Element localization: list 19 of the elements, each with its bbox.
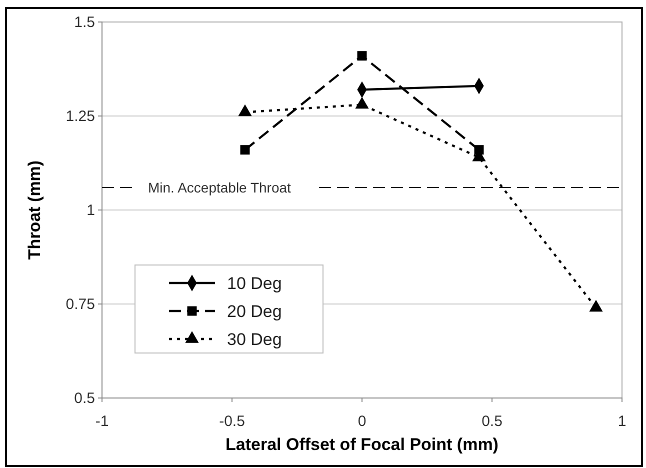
x-tick-label: -1 xyxy=(95,413,109,430)
point xyxy=(589,300,603,312)
x-tick-label: -0.5 xyxy=(219,413,245,430)
legend-label: 20 Deg xyxy=(227,302,282,321)
point xyxy=(357,51,367,61)
x-axis-title: Lateral Offset of Focal Point (mm) xyxy=(226,435,498,454)
x-tick-label: 0.5 xyxy=(482,413,502,430)
x-tick-label: 1 xyxy=(618,413,626,430)
y-tick-label: 1.25 xyxy=(66,108,95,125)
ref-line-label: Min. Acceptable Throat xyxy=(148,179,292,196)
y-tick-label: 0.5 xyxy=(74,390,95,407)
point xyxy=(240,145,250,155)
legend-label: 10 Deg xyxy=(227,274,282,293)
legend-label: 30 Deg xyxy=(227,330,282,349)
y-axis-title: Throat (mm) xyxy=(25,160,44,260)
x-tick-label: 0 xyxy=(358,413,366,430)
y-tick-label: 0.75 xyxy=(66,296,95,313)
y-tick-label: 1.5 xyxy=(74,14,95,31)
y-tick-label: 1 xyxy=(86,202,95,219)
